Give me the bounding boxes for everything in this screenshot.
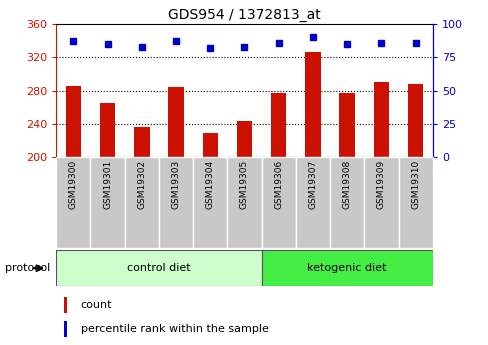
Text: GSM19310: GSM19310 [410, 160, 419, 209]
FancyBboxPatch shape [90, 157, 124, 248]
Bar [339, 93, 354, 157]
Bar [305, 52, 320, 157]
FancyBboxPatch shape [193, 157, 227, 248]
Text: GSM19301: GSM19301 [103, 160, 112, 209]
Text: GSM19307: GSM19307 [308, 160, 317, 209]
Text: GSM19305: GSM19305 [240, 160, 248, 209]
Bar [270, 93, 286, 157]
Text: percentile rank within the sample: percentile rank within the sample [81, 324, 268, 334]
Bar [373, 82, 388, 157]
Bar [168, 87, 183, 157]
Text: GSM19303: GSM19303 [171, 160, 180, 209]
Title: GDS954 / 1372813_at: GDS954 / 1372813_at [168, 8, 320, 22]
FancyBboxPatch shape [56, 250, 261, 286]
Bar [202, 133, 218, 157]
FancyBboxPatch shape [329, 157, 364, 248]
Text: control diet: control diet [127, 263, 190, 273]
Text: GSM19309: GSM19309 [376, 160, 385, 209]
FancyBboxPatch shape [227, 157, 261, 248]
FancyBboxPatch shape [261, 250, 432, 286]
Text: count: count [81, 300, 112, 310]
FancyBboxPatch shape [159, 157, 193, 248]
Text: protocol: protocol [5, 263, 50, 273]
Bar [63, 321, 67, 337]
Bar [100, 103, 115, 157]
Bar [134, 127, 149, 157]
Text: GSM19306: GSM19306 [274, 160, 283, 209]
FancyBboxPatch shape [124, 157, 159, 248]
FancyBboxPatch shape [398, 157, 432, 248]
FancyBboxPatch shape [295, 157, 329, 248]
Text: GSM19308: GSM19308 [342, 160, 351, 209]
Bar [63, 297, 67, 313]
Bar [65, 86, 81, 157]
Bar [407, 84, 423, 157]
Text: ketogenic diet: ketogenic diet [307, 263, 386, 273]
Text: GSM19304: GSM19304 [205, 160, 214, 209]
FancyBboxPatch shape [364, 157, 398, 248]
Bar [236, 121, 252, 157]
FancyBboxPatch shape [261, 157, 295, 248]
FancyBboxPatch shape [56, 157, 90, 248]
Text: GSM19302: GSM19302 [137, 160, 146, 209]
Text: GSM19300: GSM19300 [69, 160, 78, 209]
